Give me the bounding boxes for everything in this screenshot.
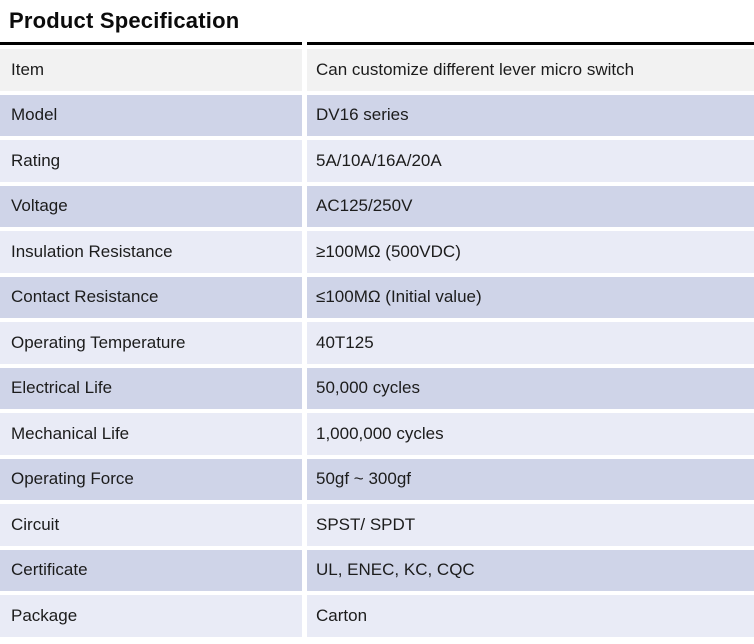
spec-row-11-value-cell: UL, ENEC, KC, CQC <box>307 549 754 591</box>
spec-row-4-value-cell: ≥100MΩ (500VDC) <box>307 231 754 273</box>
spec-row-8-value-cell: 1,000,000 cycles <box>307 413 754 455</box>
spec-row-11-label-cell: Certificate <box>0 549 302 591</box>
spec-row-0-label-cell: Item <box>0 49 302 91</box>
spec-row-7-value-cell: 50,000 cycles <box>307 367 754 409</box>
spec-row-9-value-cell: 50gf ~ 300gf <box>307 458 754 500</box>
spec-row-6-label-cell: Operating Temperature <box>0 322 302 364</box>
spec-table: Item Can customize different lever micro … <box>0 42 754 637</box>
spec-row-9-label-cell: Operating Force <box>0 458 302 500</box>
spec-row-10-value-cell: SPST/ SPDT <box>307 504 754 546</box>
table-top-border-right <box>307 42 754 45</box>
spec-row-0-value-cell: Can customize different lever micro swit… <box>307 49 754 91</box>
spec-row-4-label-cell: Insulation Resistance <box>0 231 302 273</box>
spec-row-5-value-cell: ≤100MΩ (Initial value) <box>307 276 754 318</box>
page-title: Product Specification <box>9 8 240 33</box>
spec-row-2-value-cell: 5A/10A/16A/20A <box>307 140 754 182</box>
spec-row-12-value-cell: Carton <box>307 595 754 637</box>
spec-row-3-label-cell: Voltage <box>0 185 302 227</box>
spec-row-2-label-cell: Rating <box>0 140 302 182</box>
spec-row-8-label-cell: Mechanical Life <box>0 413 302 455</box>
spec-row-10-label-cell: Circuit <box>0 504 302 546</box>
spec-row-1-label-cell: Model <box>0 94 302 136</box>
spec-row-7-label-cell: Electrical Life <box>0 367 302 409</box>
spec-row-6-value-cell: 40T125 <box>307 322 754 364</box>
spec-row-1-value-cell: DV16 series <box>307 94 754 136</box>
spec-row-3-value-cell: AC125/250V <box>307 185 754 227</box>
spec-row-12-label-cell: Package <box>0 595 302 637</box>
spec-row-5-label-cell: Contact Resistance <box>0 276 302 318</box>
table-top-border-left <box>0 42 302 45</box>
